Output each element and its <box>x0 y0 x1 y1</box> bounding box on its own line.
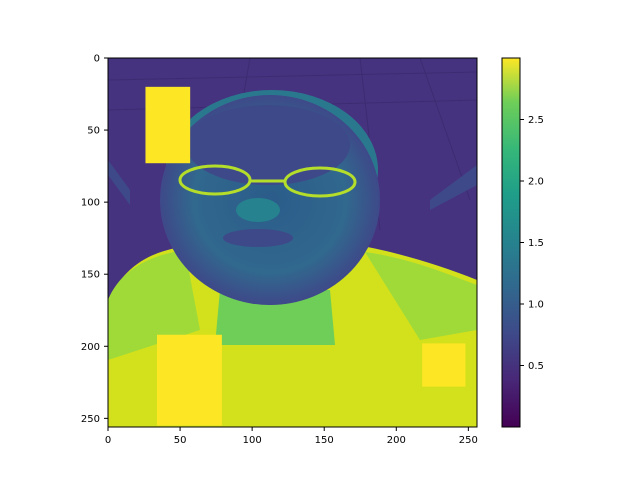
colorbar-axis: 0.5 1.0 1.5 2.0 2.5 <box>520 115 544 372</box>
x-tick-label: 250 <box>459 435 478 446</box>
y-tick-label: 200 <box>81 342 100 353</box>
mouth-region <box>223 229 293 247</box>
y-axis: 0 50 100 150 200 250 <box>81 54 108 425</box>
occlusion-patch-1 <box>145 86 191 164</box>
y-tick-label: 100 <box>81 198 100 209</box>
colorbar-tick-label: 1.5 <box>528 238 544 249</box>
x-tick-label: 200 <box>387 435 406 446</box>
y-tick-label: 250 <box>81 414 100 425</box>
y-tick-label: 0 <box>94 54 100 65</box>
colorbar <box>501 57 521 428</box>
x-tick-label: 150 <box>315 435 334 446</box>
heatmap-image <box>108 58 477 427</box>
x-tick-label: 50 <box>174 435 187 446</box>
glasses <box>178 164 357 198</box>
light-fixture-right <box>430 165 477 210</box>
colorbar-tick-label: 2.5 <box>528 115 544 126</box>
x-tick-label: 100 <box>243 435 262 446</box>
colorbar-tick-label: 2.0 <box>528 177 544 188</box>
colorbar-tick-label: 1.0 <box>528 300 544 311</box>
y-tick-label: 50 <box>87 126 100 137</box>
x-axis: 0 50 100 150 200 250 <box>105 427 478 446</box>
x-tick-label: 0 <box>105 435 111 446</box>
nose-region <box>236 198 280 222</box>
occlusion-patch-3 <box>422 343 466 387</box>
occlusion-patch-2 <box>157 334 222 426</box>
shoulder-right <box>365 252 477 340</box>
light-fixture-left <box>108 160 130 205</box>
colorbar-tick-label: 0.5 <box>528 361 544 372</box>
shoulder-left <box>108 250 200 360</box>
plot-frame <box>107 57 478 428</box>
forehead-region <box>186 105 350 185</box>
neck-region <box>215 290 335 345</box>
y-tick-label: 150 <box>81 270 100 281</box>
